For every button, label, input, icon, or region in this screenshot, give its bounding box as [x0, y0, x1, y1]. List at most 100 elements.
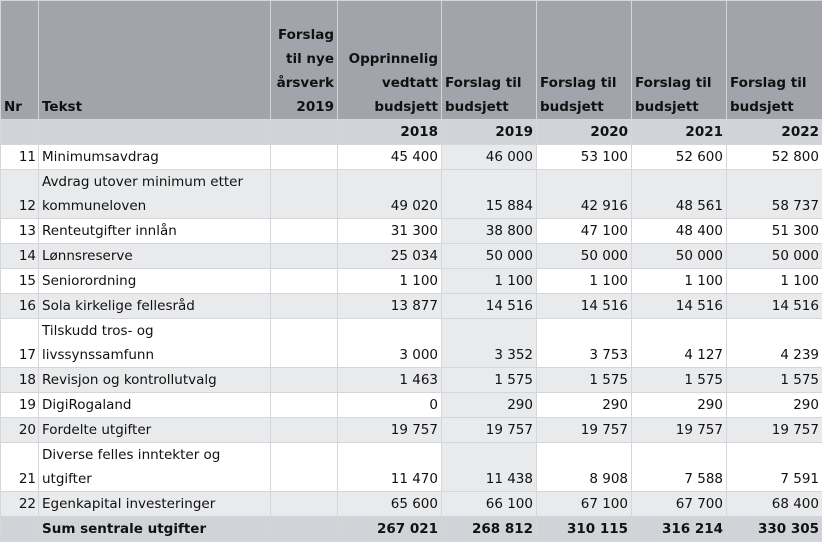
row-value: 1 575 [632, 368, 727, 393]
year-cell-empty [271, 120, 338, 145]
row-text: Sola kirkelige fellesråd [39, 294, 271, 319]
row-value: 1 100 [727, 269, 822, 294]
row-nr: 12 [1, 170, 39, 219]
row-value: 19 757 [338, 418, 442, 443]
row-fte [271, 492, 338, 517]
row-text: DigiRogaland [39, 393, 271, 418]
row-value: 1 575 [727, 368, 822, 393]
row-value: 3 000 [338, 319, 442, 368]
row-nr: 14 [1, 244, 39, 269]
row-text: Renteutgifter innlån [39, 219, 271, 244]
row-value: 290 [727, 393, 822, 418]
row-text: Avdrag utover minimum etter kommuneloven [39, 170, 271, 219]
row-nr: 17 [1, 319, 39, 368]
row-text: Seniorordning [39, 269, 271, 294]
sum-fte [271, 517, 338, 542]
row-value: 290 [632, 393, 727, 418]
header-new-fte: Forslag til nye årsverk 2019 [271, 1, 338, 120]
row-value: 46 000 [442, 145, 537, 170]
row-nr: 18 [1, 368, 39, 393]
sum-value: 316 214 [632, 517, 727, 542]
row-value: 13 877 [338, 294, 442, 319]
row-value: 50 000 [632, 244, 727, 269]
year-cell: 2021 [632, 120, 727, 145]
row-fte [271, 145, 338, 170]
row-text: Revisjon og kontrollutvalg [39, 368, 271, 393]
row-value: 66 100 [442, 492, 537, 517]
row-value: 51 300 [727, 219, 822, 244]
sum-value: 330 305 [727, 517, 822, 542]
row-value: 14 516 [537, 294, 632, 319]
row-value: 19 757 [632, 418, 727, 443]
row-value: 4 127 [632, 319, 727, 368]
row-text: Lønnsreserve [39, 244, 271, 269]
row-value: 49 020 [338, 170, 442, 219]
row-nr: 19 [1, 393, 39, 418]
row-nr: 15 [1, 269, 39, 294]
row-nr: 22 [1, 492, 39, 517]
row-value: 3 753 [537, 319, 632, 368]
row-value: 42 916 [537, 170, 632, 219]
row-value: 58 737 [727, 170, 822, 219]
row-value: 38 800 [442, 219, 537, 244]
row-value: 14 516 [632, 294, 727, 319]
row-value: 0 [338, 393, 442, 418]
year-cell: 2018 [338, 120, 442, 145]
row-fte [271, 368, 338, 393]
row-value: 67 100 [537, 492, 632, 517]
row-value: 19 757 [727, 418, 822, 443]
header-proposal-2021: Forslag til budsjett [632, 1, 727, 120]
row-value: 25 034 [338, 244, 442, 269]
year-cell: 2022 [727, 120, 822, 145]
row-value: 1 463 [338, 368, 442, 393]
row-value: 11 438 [442, 443, 537, 492]
row-value: 45 400 [338, 145, 442, 170]
row-fte [271, 244, 338, 269]
sum-value: 310 115 [537, 517, 632, 542]
row-value: 1 100 [338, 269, 442, 294]
row-value: 3 352 [442, 319, 537, 368]
row-value: 1 100 [632, 269, 727, 294]
year-row: 2018 2019 2020 2021 2022 [1, 120, 822, 145]
row-value: 1 100 [537, 269, 632, 294]
row-fte [271, 219, 338, 244]
sum-label: Sum sentrale utgifter [39, 517, 271, 542]
row-nr: 13 [1, 219, 39, 244]
row-nr: 20 [1, 418, 39, 443]
row-fte [271, 319, 338, 368]
header-proposal-2022: Forslag til budsjett [727, 1, 822, 120]
row-nr: 11 [1, 145, 39, 170]
header-original-budget: Opprinnelig vedtatt budsjett [338, 1, 442, 120]
sum-nr [1, 517, 39, 542]
row-value: 11 470 [338, 443, 442, 492]
row-fte [271, 294, 338, 319]
row-value: 31 300 [338, 219, 442, 244]
header-row: Nr Tekst Forslag til nye årsverk 2019 Op… [1, 1, 822, 120]
row-fte [271, 170, 338, 219]
row-value: 8 908 [537, 443, 632, 492]
row-value: 14 516 [727, 294, 822, 319]
year-cell: 2020 [537, 120, 632, 145]
row-text: Fordelte utgifter [39, 418, 271, 443]
row-value: 7 591 [727, 443, 822, 492]
row-text: Tilskudd tros- og livssynssamfunn [39, 319, 271, 368]
row-value: 7 588 [632, 443, 727, 492]
sum-value: 268 812 [442, 517, 537, 542]
row-nr: 16 [1, 294, 39, 319]
row-value: 48 561 [632, 170, 727, 219]
row-fte [271, 418, 338, 443]
row-value: 4 239 [727, 319, 822, 368]
row-fte [271, 393, 338, 418]
row-value: 52 600 [632, 145, 727, 170]
row-text: Minimumsavdrag [39, 145, 271, 170]
row-value: 1 575 [442, 368, 537, 393]
